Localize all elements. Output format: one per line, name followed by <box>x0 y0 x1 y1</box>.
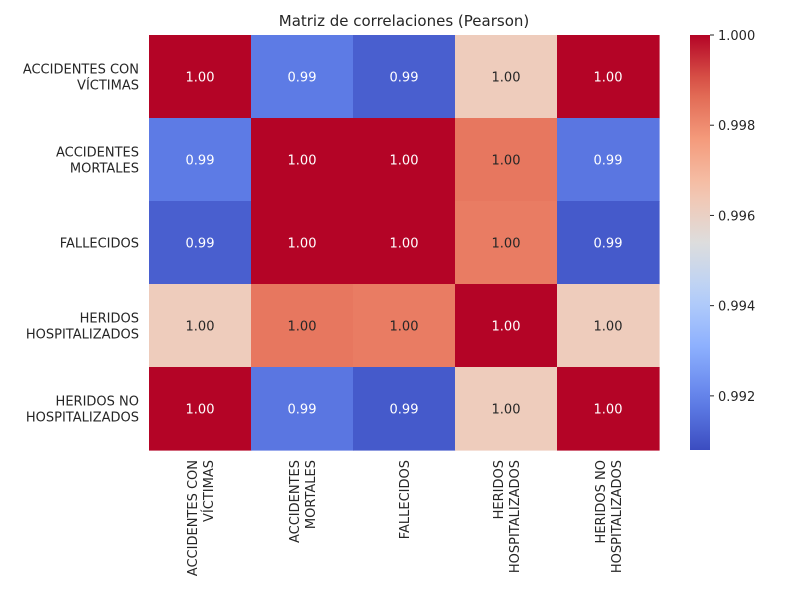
row-tick-label: FALLECIDOS <box>60 237 139 252</box>
cell-value-label: 1.00 <box>492 237 521 252</box>
heatmap-cell <box>353 201 456 285</box>
column-tick-labels: ACCIDENTES CONVÍCTIMAS ACCIDENTESMORTALES… <box>186 460 625 576</box>
cell-value-label: 1.00 <box>492 320 521 335</box>
heatmap-cell <box>353 118 456 202</box>
colorbar: 0.992 0.994 0.996 0.998 1.000 <box>690 29 755 450</box>
svg-text:HERIDOS NOHOSPITALIZADOS: HERIDOS NOHOSPITALIZADOS <box>594 460 625 573</box>
column-tick-label: HERIDOS NOHOSPITALIZADOS <box>594 460 625 573</box>
heatmap-cell <box>353 35 456 119</box>
cell-value-label: 1.00 <box>288 154 317 169</box>
row-tick-label: ACCIDENTES MORTALES <box>56 146 139 177</box>
cell-value-label: 1.00 <box>492 71 521 86</box>
colorbar-tick-label: 1.000 <box>718 29 755 44</box>
cell-value-label: 1.00 <box>390 154 419 169</box>
svg-text:FALLECIDOS: FALLECIDOS <box>398 460 413 539</box>
cell-value-label: 1.00 <box>288 237 317 252</box>
row-tick-label: ACCIDENTES CON VÍCTIMAS <box>23 63 139 94</box>
cell-value-label: 1.00 <box>594 320 623 335</box>
heatmap-cell <box>455 367 558 451</box>
heatmap-cell <box>251 201 354 285</box>
heatmap-cell <box>557 367 660 451</box>
chart-title: Matriz de correlaciones (Pearson) <box>279 12 529 30</box>
cell-value-label: 1.00 <box>186 403 215 418</box>
colorbar-tick-label: 0.996 <box>718 209 755 224</box>
cell-value-label: 1.00 <box>186 71 215 86</box>
cell-value-label: 1.00 <box>390 237 419 252</box>
cell-value-label: 0.99 <box>288 71 317 86</box>
column-tick-label: ACCIDENTESMORTALES <box>288 460 319 543</box>
cell-value-label: 1.00 <box>594 403 623 418</box>
row-tick-labels: ACCIDENTES CON VÍCTIMAS ACCIDENTES MORTALES… <box>23 63 139 426</box>
colorbar-tick-label: 0.998 <box>718 119 755 134</box>
row-tick-label: HERIDOS HOSPITALIZADOS <box>26 312 139 343</box>
heatmap-cell <box>149 118 252 202</box>
heatmap-cell <box>455 118 558 202</box>
column-tick-label: HERIDOSHOSPITALIZADOS <box>492 460 523 573</box>
heatmap-cell <box>557 118 660 202</box>
heatmap-cell-labels: 1.00 0.99 0.99 1.00 1.00 0.99 1.00 1.00 1.00 0.99… <box>186 71 623 418</box>
heatmap-cell <box>455 35 558 119</box>
heatmap-cell <box>251 118 354 202</box>
cell-value-label: 0.99 <box>594 237 623 252</box>
heatmap-cell <box>557 284 660 368</box>
svg-text:ACCIDENTESMORTALES: ACCIDENTESMORTALES <box>288 460 319 543</box>
cell-value-label: 1.00 <box>594 71 623 86</box>
cell-value-label: 0.99 <box>288 403 317 418</box>
cell-value-label: 1.00 <box>186 320 215 335</box>
cell-value-label: 1.00 <box>492 154 521 169</box>
cell-value-label: 0.99 <box>390 403 419 418</box>
colorbar-tick-label: 0.994 <box>718 300 755 315</box>
cell-value-label: 0.99 <box>390 71 419 86</box>
heatmap-cell <box>149 35 252 119</box>
cell-value-label: 0.99 <box>186 237 215 252</box>
heatmap-cell <box>149 201 252 285</box>
svg-text:HERIDOSHOSPITALIZADOS: HERIDOSHOSPITALIZADOS <box>492 460 523 573</box>
heatmap-cell <box>149 284 252 368</box>
colorbar-tick-label: 0.992 <box>718 390 755 405</box>
column-tick-label: FALLECIDOS <box>398 460 413 539</box>
heatmap-cell <box>251 284 354 368</box>
cell-value-label: 1.00 <box>492 403 521 418</box>
heatmap-cell <box>557 201 660 285</box>
heatmap-cell <box>353 284 456 368</box>
heatmap-cells <box>149 35 660 451</box>
cell-value-label: 1.00 <box>288 320 317 335</box>
heatmap-cell <box>353 367 456 451</box>
heatmap-cell <box>455 284 558 368</box>
cell-value-label: 0.99 <box>594 154 623 169</box>
cell-value-label: 0.99 <box>186 154 215 169</box>
heatmap-cell <box>149 367 252 451</box>
heatmap-cell <box>251 367 354 451</box>
svg-text:ACCIDENTES CONVÍCTIMAS: ACCIDENTES CONVÍCTIMAS <box>186 460 217 576</box>
column-tick-label: ACCIDENTES CONVÍCTIMAS <box>186 460 217 576</box>
heatmap-cell <box>557 35 660 119</box>
heatmap-cell <box>251 35 354 119</box>
row-tick-label: HERIDOS NO HOSPITALIZADOS <box>26 395 139 426</box>
cell-value-label: 1.00 <box>390 320 419 335</box>
colorbar-gradient <box>690 35 710 450</box>
heatmap-cell <box>455 201 558 285</box>
